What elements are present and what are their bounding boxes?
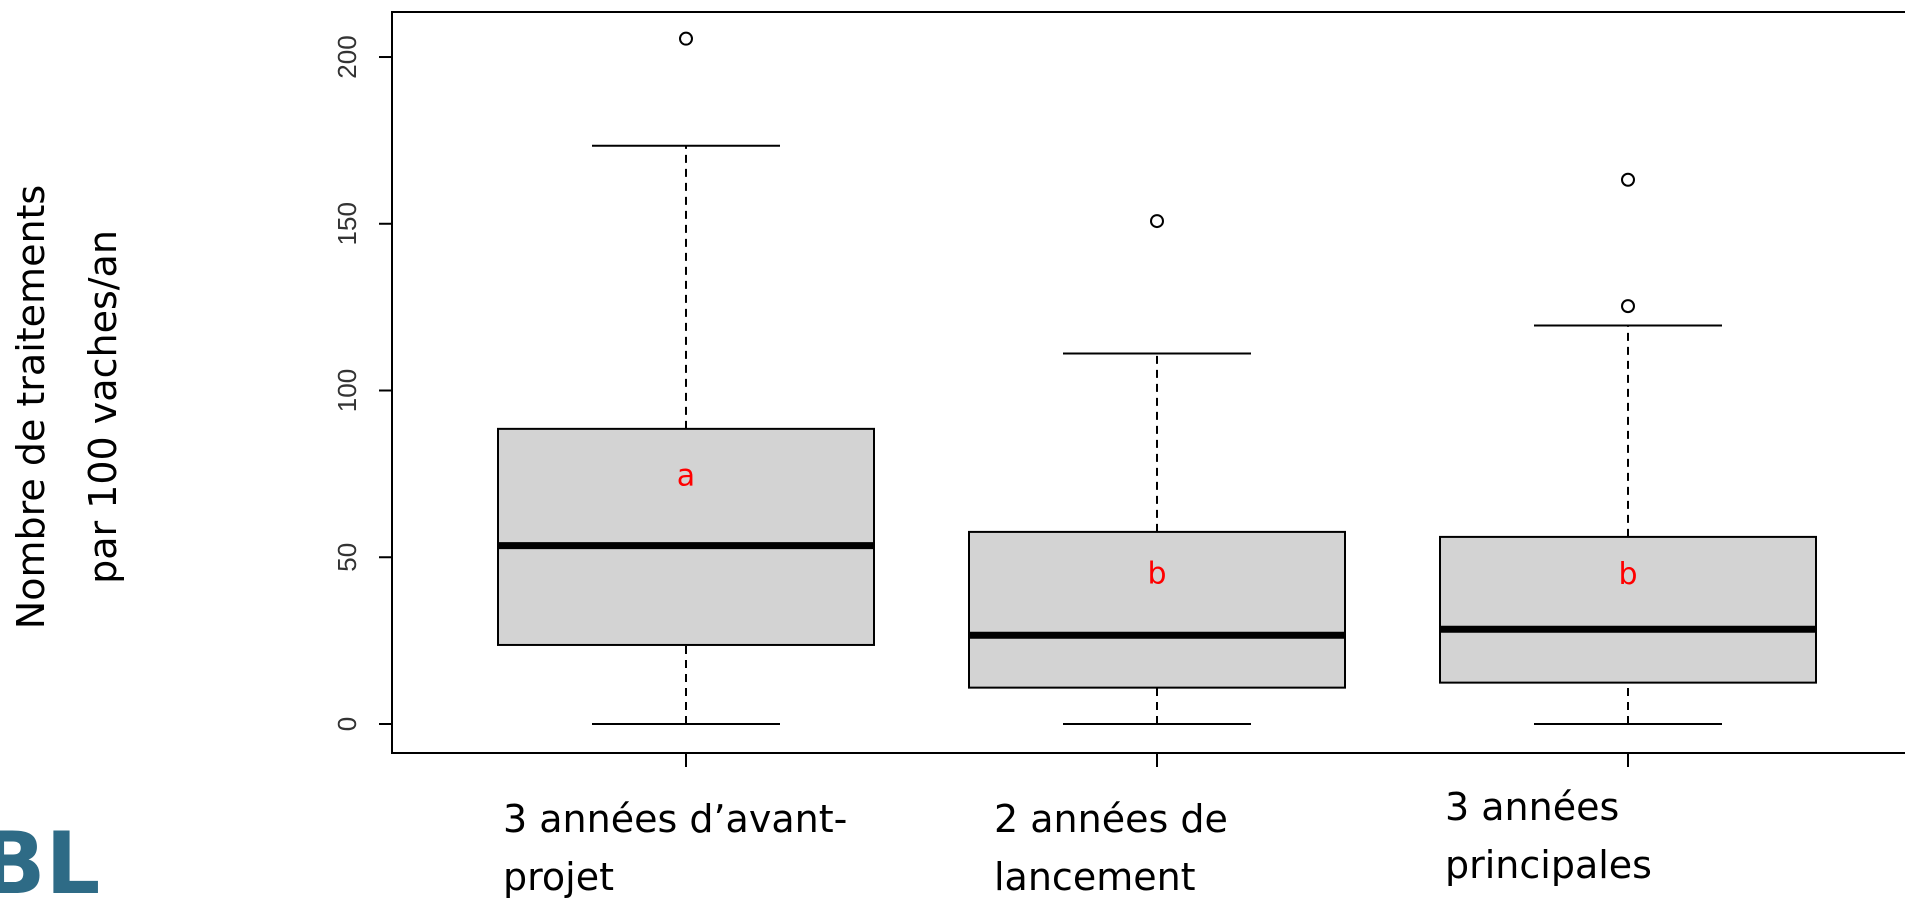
outlier — [1621, 299, 1635, 314]
y-tick-label: 150 — [332, 202, 362, 245]
x-tick-label: 2 années de — [994, 797, 1228, 841]
plot-frame — [391, 11, 1905, 754]
x-tick-label: 3 années d’avant- — [503, 797, 847, 841]
y-tick-label: 0 — [332, 717, 362, 731]
box — [968, 530, 1346, 689]
x-tick-label: lancement — [994, 855, 1196, 899]
outlier — [1150, 214, 1164, 229]
x-tick-label: 3 années — [1445, 785, 1619, 829]
group-letter: a — [677, 459, 695, 494]
x-tick-label: principales — [1445, 843, 1652, 887]
y-tick-label: 200 — [332, 35, 362, 78]
logo: BL — [0, 814, 100, 899]
group-letter: b — [1618, 557, 1637, 592]
x-tick-label: projet — [503, 855, 614, 899]
y-tick-label: 50 — [332, 543, 362, 572]
group-letter: b — [1147, 556, 1166, 591]
outlier — [1621, 172, 1635, 187]
y-axis-label: Nombre de traitements — [9, 185, 53, 629]
outlier — [679, 31, 693, 46]
box — [1439, 535, 1817, 684]
box — [497, 427, 875, 646]
y-axis-label: par 100 vaches/an — [81, 230, 125, 584]
y-tick-label: 100 — [332, 369, 362, 412]
